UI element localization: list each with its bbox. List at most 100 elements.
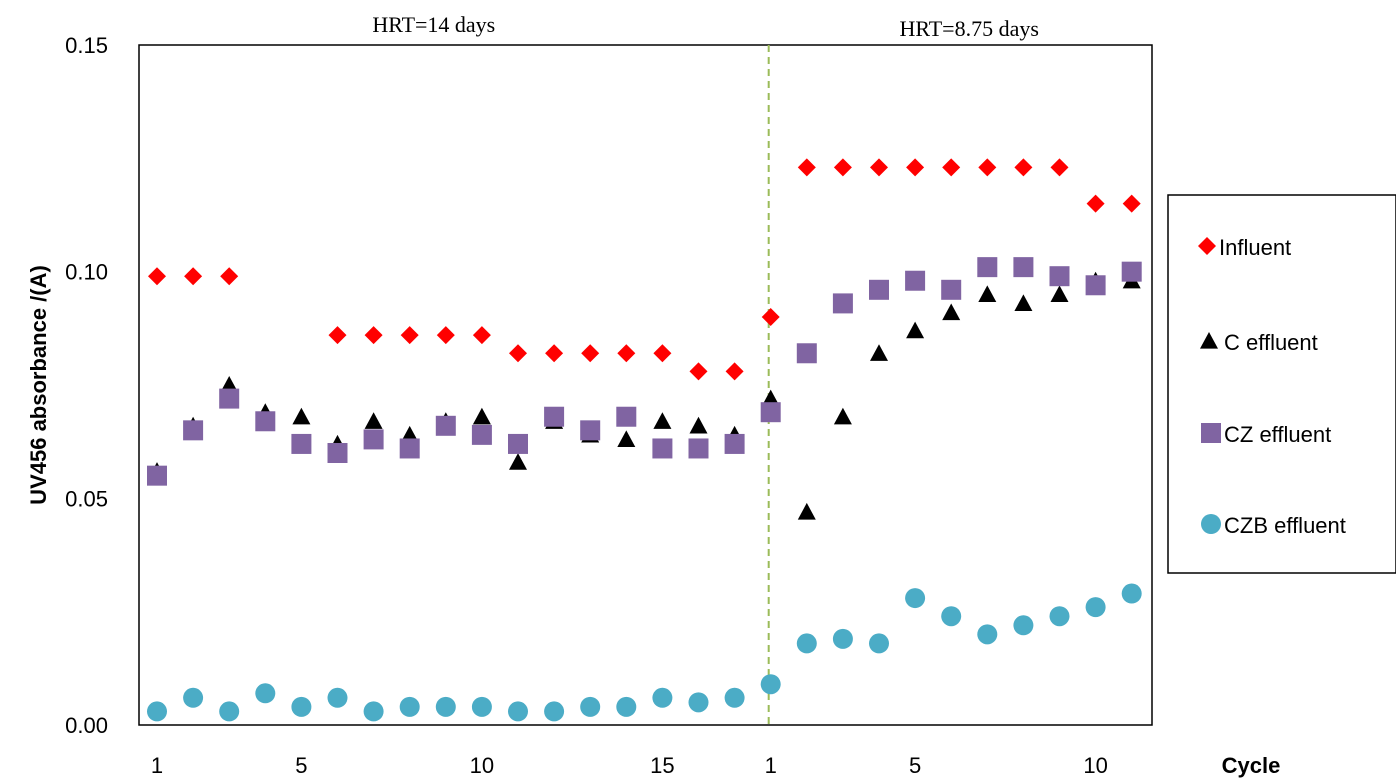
data-point — [436, 326, 455, 345]
data-point — [147, 465, 167, 486]
data-point — [363, 701, 384, 722]
legend-marker — [1200, 332, 1218, 349]
data-point — [617, 430, 636, 448]
data-point — [833, 407, 852, 425]
data-point — [220, 267, 239, 286]
x-tick-label: 1 — [765, 753, 777, 778]
data-point — [471, 424, 492, 445]
data-point — [1050, 158, 1069, 177]
data-point — [472, 407, 491, 425]
data-point — [941, 279, 962, 300]
data-point — [942, 158, 961, 177]
data-point — [545, 344, 564, 363]
data-point — [255, 683, 276, 704]
data-point — [400, 425, 419, 443]
data-point — [905, 588, 926, 609]
data-point — [1013, 257, 1034, 278]
data-point — [617, 344, 636, 363]
data-point — [291, 696, 312, 717]
data-point — [1121, 261, 1142, 282]
plot-area — [138, 44, 1153, 726]
data-point — [1085, 275, 1106, 296]
data-point — [364, 326, 383, 345]
series-cz-effluent — [147, 257, 1142, 486]
x-axis-ticks: 1 5 10 15 1 5 10 — [151, 753, 1108, 778]
data-point — [1085, 597, 1106, 618]
data-point — [1014, 294, 1033, 312]
y-axis-ticks: 0.00 0.05 0.10 0.15 — [65, 33, 108, 738]
y-tick-label: 0.10 — [65, 260, 108, 285]
data-point — [1049, 266, 1070, 287]
legend-label: C effluent — [1224, 330, 1318, 355]
data-point — [220, 376, 239, 393]
data-point — [509, 344, 527, 363]
data-point — [1049, 606, 1070, 627]
data-point — [219, 388, 240, 409]
data-point — [435, 415, 456, 436]
data-point — [363, 429, 384, 450]
legend-marker — [1198, 237, 1216, 255]
data-point — [977, 257, 998, 278]
phase1-label: HRT=14 days — [372, 12, 495, 37]
data-point — [978, 158, 997, 177]
data-point — [1086, 194, 1105, 213]
series-influent — [148, 158, 1141, 381]
data-point — [942, 303, 961, 321]
data-point — [832, 628, 853, 649]
data-points — [147, 158, 1142, 722]
data-point — [616, 696, 637, 717]
data-point — [796, 633, 817, 654]
x-tick-label: 10 — [1083, 753, 1107, 778]
data-point — [327, 687, 348, 708]
x-tick-label: 5 — [295, 753, 307, 778]
data-point — [941, 606, 962, 627]
data-point — [833, 158, 852, 177]
legend-label: Influent — [1219, 235, 1291, 260]
data-point — [688, 438, 709, 459]
data-point — [905, 270, 926, 291]
data-point — [652, 687, 673, 708]
data-point — [183, 420, 204, 441]
data-point — [327, 443, 348, 463]
legend-marker — [1201, 514, 1221, 534]
data-point — [1050, 285, 1069, 302]
data-point — [688, 692, 709, 713]
x-tick-label: 1 — [151, 753, 163, 778]
y-tick-label: 0.00 — [65, 713, 108, 738]
data-point — [761, 308, 780, 326]
series-czb-effluent — [147, 583, 1142, 722]
data-point — [255, 411, 276, 432]
data-point — [797, 158, 816, 177]
data-point — [148, 267, 166, 286]
data-point — [435, 696, 456, 717]
data-point — [400, 326, 419, 345]
data-point — [616, 406, 637, 427]
data-point — [364, 412, 383, 429]
data-point — [870, 344, 888, 361]
data-point — [906, 321, 925, 339]
data-point — [870, 158, 888, 177]
data-point — [760, 674, 781, 695]
data-point — [580, 696, 601, 717]
data-point — [1013, 615, 1034, 636]
data-point — [797, 502, 816, 520]
data-point — [761, 389, 780, 407]
data-point — [653, 412, 672, 429]
data-point — [796, 343, 817, 364]
data-point — [1121, 583, 1142, 604]
data-point — [544, 406, 565, 427]
legend-label: CZ effluent — [1224, 422, 1331, 447]
data-point — [471, 696, 492, 717]
data-point — [508, 701, 528, 722]
data-point — [906, 158, 925, 177]
x-axis-title: Cycle — [1222, 753, 1281, 778]
x-tick-label: 10 — [470, 753, 494, 778]
y-tick-label: 0.15 — [65, 33, 108, 58]
data-point — [184, 267, 203, 286]
y-axis-title: UV456 absorbance /(A) — [26, 265, 51, 505]
data-point — [1122, 194, 1141, 213]
data-point — [978, 285, 997, 302]
legend: Influent C effluent CZ effluent CZB effluen… — [1167, 194, 1396, 574]
data-point — [292, 407, 311, 425]
